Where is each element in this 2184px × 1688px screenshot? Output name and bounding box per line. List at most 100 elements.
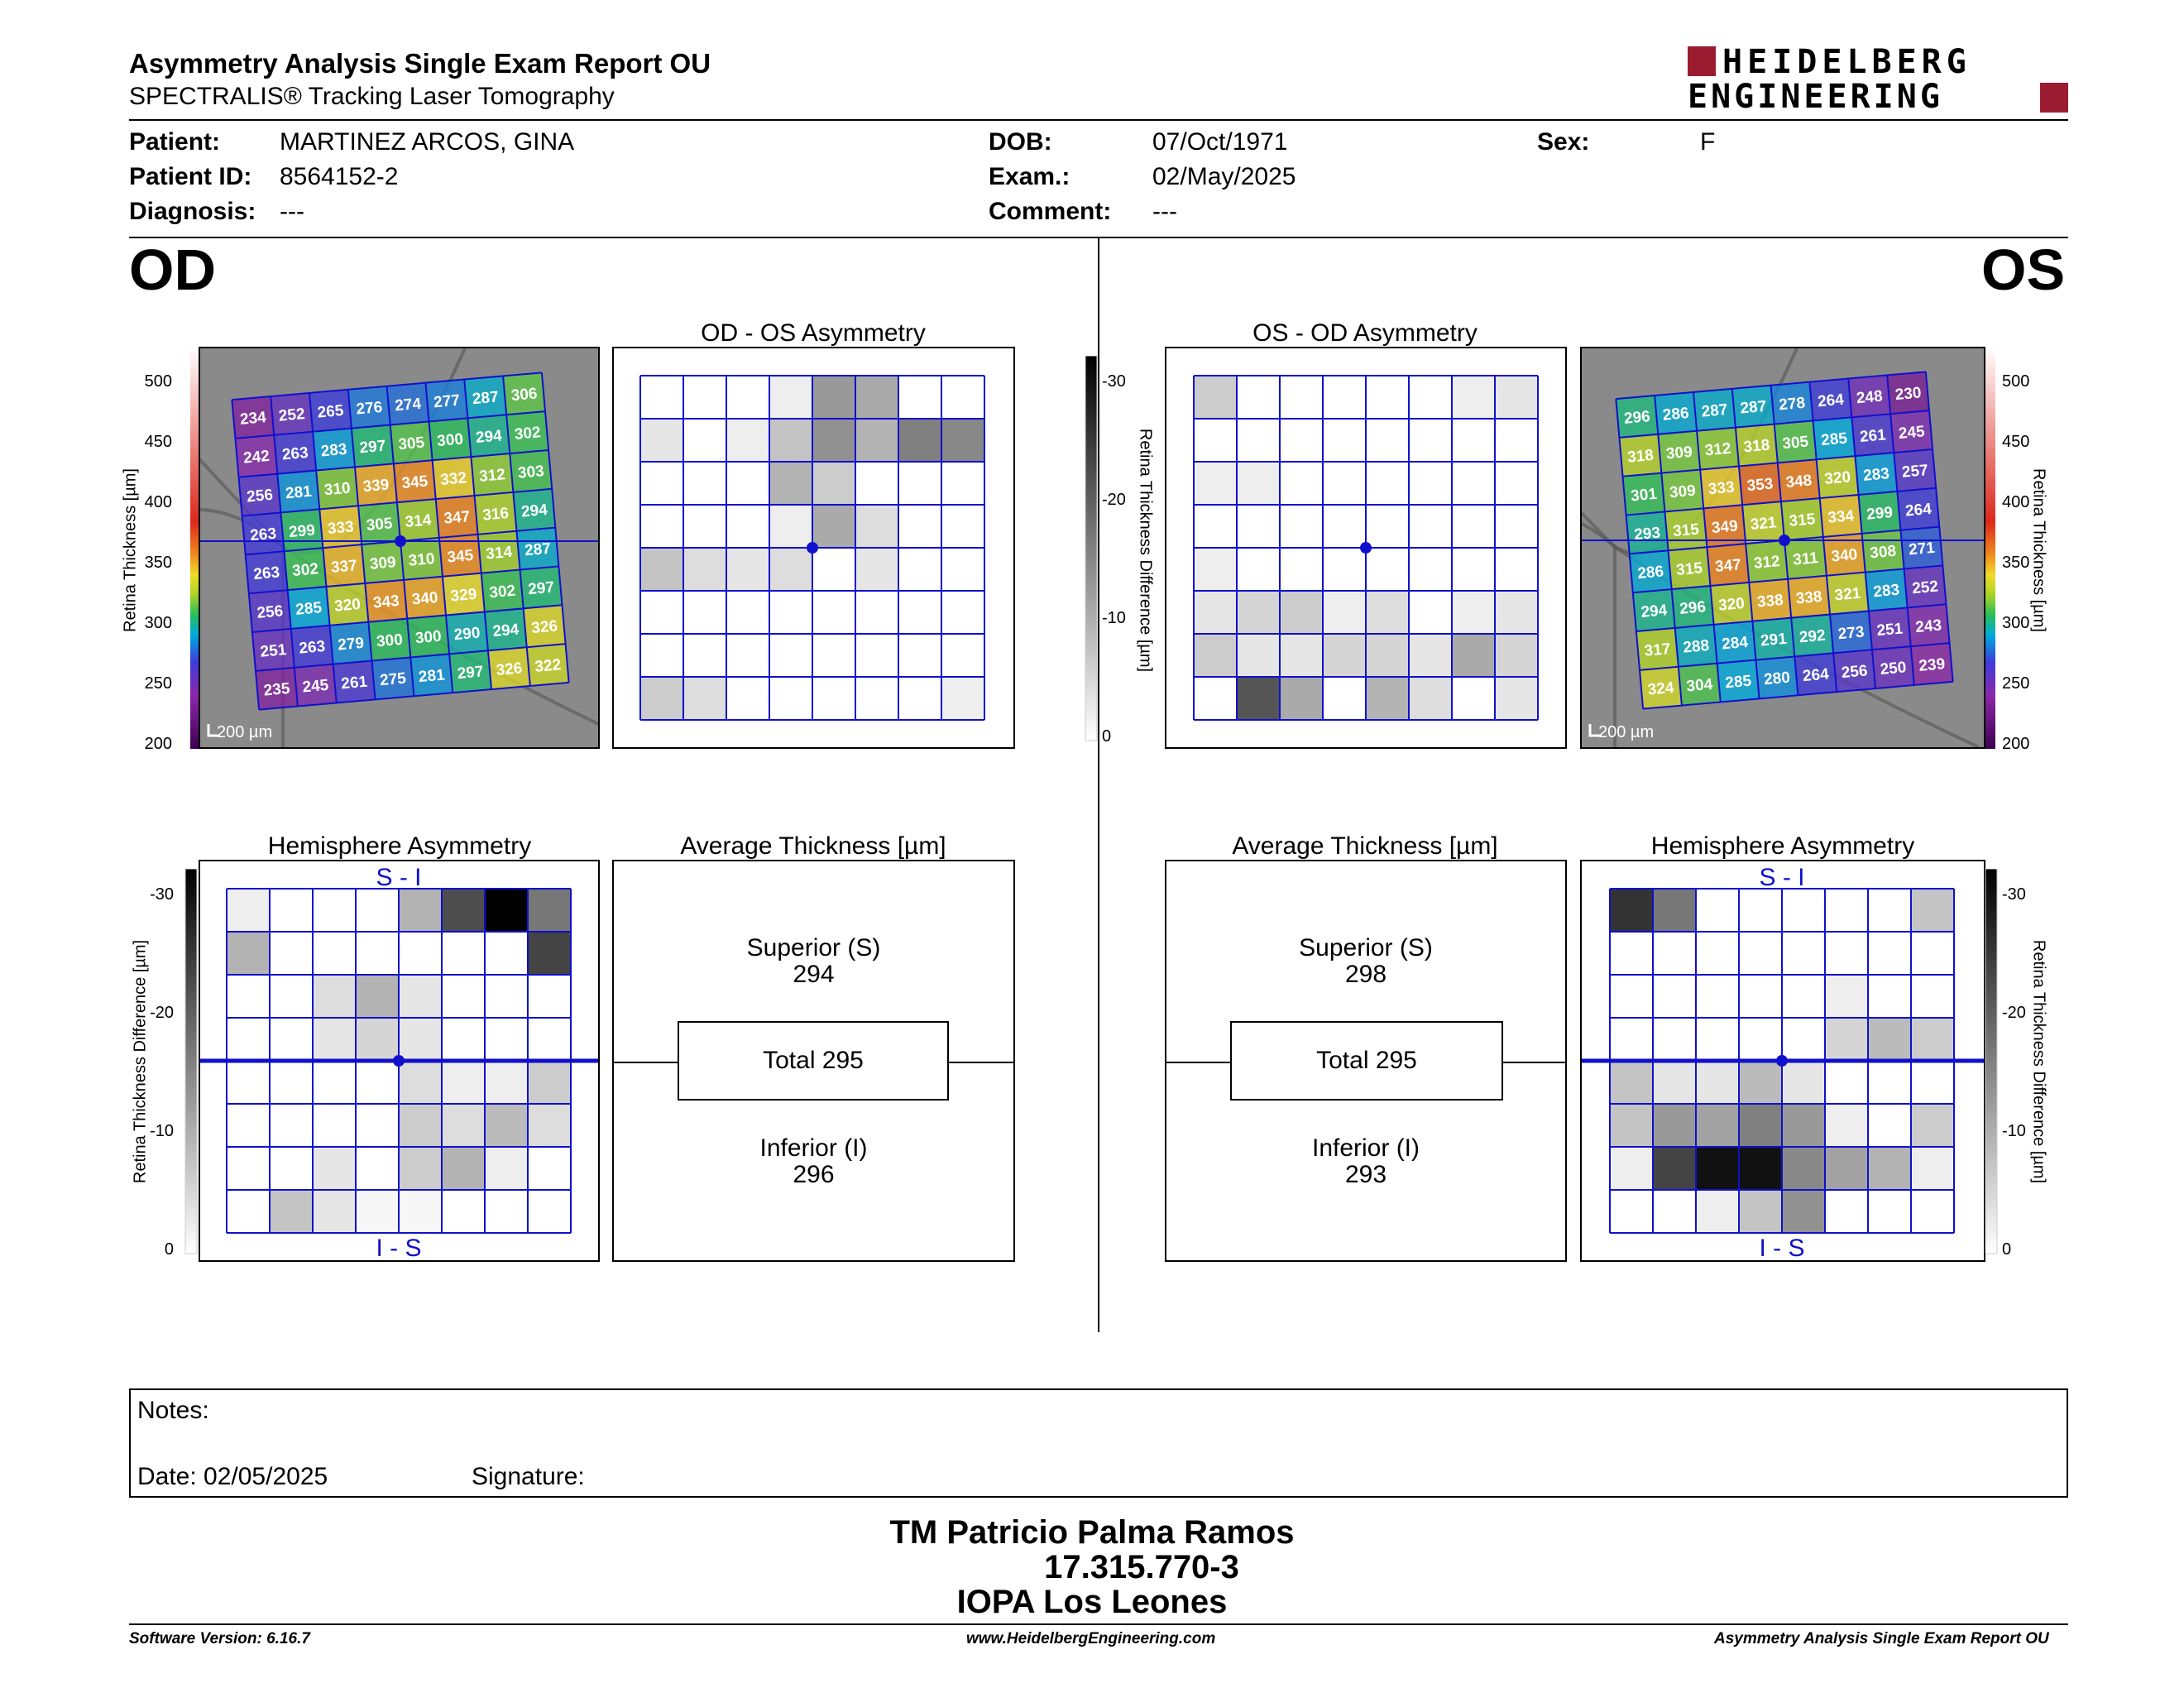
od-map-cell-value: 300 <box>414 628 442 648</box>
od-map-cell-value: 263 <box>253 563 280 583</box>
od-map-scale-bar <box>207 724 220 737</box>
os-map-cell-value: 320 <box>1824 468 1851 488</box>
od-asym-cell <box>898 634 941 677</box>
os-hemi-cell <box>1696 975 1739 1018</box>
os-map-grid-line <box>1643 680 1953 710</box>
os-map-cell <box>1661 469 1704 512</box>
os-superior-value: 298 <box>1344 961 1387 988</box>
os-asym-cell <box>1495 591 1538 634</box>
od-asym-cell <box>769 591 812 634</box>
os-map-cell-value: 311 <box>1792 549 1819 569</box>
od-map-cell <box>432 457 475 500</box>
od-map-cell-value: 345 <box>447 547 475 567</box>
os-map-cell <box>1833 650 1876 693</box>
software-version: Software Version: 6.16.7 <box>129 1630 310 1647</box>
os-asym-cell <box>1194 677 1237 720</box>
os-map-cell-value: 301 <box>1630 486 1658 506</box>
od-hemi-cell <box>227 932 270 975</box>
os-asym-cell <box>1280 591 1323 634</box>
os-superior-label: Superior (S) <box>1299 934 1433 961</box>
os-map-cell <box>1813 417 1856 460</box>
od-map-cell <box>407 615 450 658</box>
os-inferior-label: Inferior (I) <box>1311 1134 1420 1162</box>
od-hemi-cell <box>313 975 356 1018</box>
os-asym-cell <box>1323 548 1366 591</box>
os-map-cell <box>1674 624 1717 667</box>
os-map-grid-line <box>1847 378 1877 689</box>
os-map-grid-line <box>1886 375 1915 686</box>
os-hemi-cell <box>1782 1018 1825 1061</box>
od-hscale-bar <box>184 868 198 1254</box>
os-asym-cell <box>1409 505 1452 548</box>
os-hemi-cell <box>1868 1061 1911 1104</box>
od-map-cell-value: 300 <box>376 631 403 651</box>
os-asym-cell <box>1237 419 1280 462</box>
os-tscale-tick: 400 <box>2002 493 2029 511</box>
od-map-cell-value: 294 <box>492 621 520 640</box>
od-map-cell <box>481 569 524 612</box>
report-subtitle: SPECTRALIS® Tracking Laser Tomography <box>129 83 615 110</box>
od-hemi-cell <box>313 889 356 932</box>
os-hemi-cell <box>1782 975 1825 1018</box>
os-hemi-cell <box>1610 1104 1653 1147</box>
od-map-cell-value: 285 <box>295 599 323 619</box>
od-hscale-tick: 0 <box>165 1240 174 1258</box>
os-map-cell-value: 251 <box>1876 620 1904 640</box>
od-hemi-cell <box>227 1061 270 1104</box>
od-hemi-cell <box>399 889 442 932</box>
od-map-cell-value: 314 <box>405 511 433 531</box>
os-map-cell-value: 349 <box>1711 517 1738 537</box>
os-map-cell <box>1707 544 1750 587</box>
od-map-cell <box>242 512 285 555</box>
os-tscale-tick: 200 <box>2002 735 2029 753</box>
os-hemi-cell <box>1782 1061 1825 1104</box>
od-map-cell-value: 333 <box>327 518 354 538</box>
od-map-cell <box>238 473 281 516</box>
od-eye-label: OD <box>129 237 216 302</box>
od-asym-cell <box>683 376 726 419</box>
od-map-cell <box>386 382 429 425</box>
os-asym-cell <box>1280 419 1323 462</box>
notes-box[interactable]: Notes: Date: 02/05/2025 Signature: <box>129 1388 2068 1498</box>
od-map-cell <box>256 667 298 710</box>
notes-label: Notes: <box>137 1397 209 1424</box>
od-map-cell-value: 302 <box>514 424 541 444</box>
os-asym-cell <box>1452 591 1495 634</box>
os-hemi-cell <box>1911 1104 1954 1147</box>
od-hemi-cell <box>313 932 356 975</box>
os-map-cell-value: 288 <box>1683 637 1710 657</box>
website-link[interactable]: www.HeidelbergEngineering.com <box>966 1630 1216 1647</box>
os-map-cell-value: 286 <box>1637 563 1664 583</box>
center-diff-axis-label: Retina Thickness Difference [µm] <box>1136 428 1155 673</box>
os-asym-cell <box>1194 376 1237 419</box>
od-map-cell-value: 263 <box>281 444 309 464</box>
os-hemi-cell <box>1653 1190 1696 1233</box>
od-map-cell <box>516 527 559 570</box>
os-asym-cell <box>1323 462 1366 505</box>
os-hemi-cell <box>1825 1061 1868 1104</box>
od-map-cell <box>274 431 317 474</box>
os-map-cell-value: 296 <box>1623 408 1650 428</box>
os-map-cell-value: 321 <box>1834 585 1862 605</box>
od-asym-cell <box>683 591 726 634</box>
od-hemi-cell <box>356 1147 399 1190</box>
od-hemi-cell <box>399 932 442 975</box>
os-thickness-map: 296 286 287 287 278 264 248 230 318 309 312 318 305 2… <box>1580 347 1985 749</box>
os-map-cell <box>1770 381 1813 424</box>
os-hemi-cell <box>1696 1190 1739 1233</box>
od-map-cell-value: 329 <box>450 586 477 606</box>
os-map-cell <box>1809 378 1852 421</box>
os-map-cell <box>1851 414 1894 457</box>
od-hemi-cell <box>485 1147 528 1190</box>
od-asym-cell <box>941 505 984 548</box>
os-map-cell-value: 264 <box>1802 665 1830 685</box>
center-dscale-tick: -10 <box>1102 609 1126 627</box>
os-map-cell <box>1890 410 1933 453</box>
od-asym-cell <box>640 634 683 677</box>
os-map-cell <box>1755 656 1798 699</box>
od-asym-cell <box>640 548 683 591</box>
od-hemi-cell <box>399 1147 442 1190</box>
od-hemi-cell <box>356 932 399 975</box>
os-map-cell <box>1640 666 1682 709</box>
od-map-cell <box>484 608 527 651</box>
